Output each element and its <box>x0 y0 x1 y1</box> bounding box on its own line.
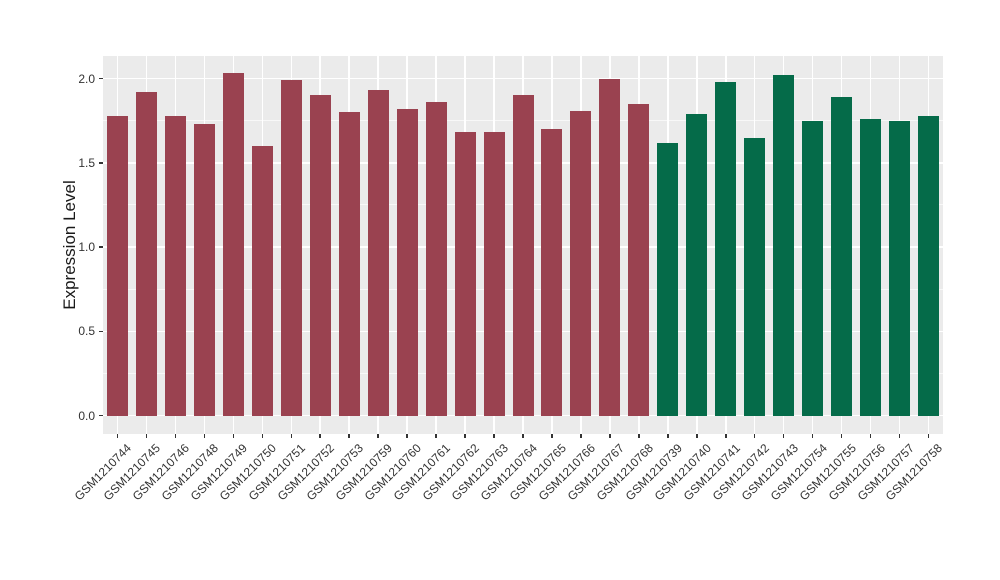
bar-GSM1210760 <box>396 108 418 416</box>
bar-GSM1210761 <box>425 102 447 416</box>
bar-GSM1210748 <box>193 124 215 416</box>
x-tick-mark <box>464 434 466 438</box>
y-tick-label: 1.0 <box>78 240 95 255</box>
bar-GSM1210766 <box>570 110 592 416</box>
x-tick-mark <box>609 434 611 438</box>
bar-GSM1210754 <box>802 120 824 416</box>
x-tick-mark <box>811 434 814 438</box>
x-tick-mark <box>145 434 148 438</box>
x-tick-mark <box>348 434 350 438</box>
y-tick-mark <box>98 246 103 248</box>
y-axis-title: Expression Level <box>60 180 79 310</box>
x-tick-mark <box>927 434 930 438</box>
x-tick-mark <box>493 434 495 438</box>
x-tick-mark <box>638 434 640 438</box>
y-tick-mark <box>98 77 103 80</box>
x-tick-mark <box>116 434 119 438</box>
y-tick-mark <box>98 162 103 164</box>
bar-GSM1210745 <box>135 91 157 416</box>
y-tick-label: 1.5 <box>78 155 95 170</box>
x-tick-mark <box>696 434 698 438</box>
bar-GSM1210749 <box>222 73 244 416</box>
y-tick-mark <box>98 414 103 417</box>
x-tick-mark <box>261 434 264 438</box>
x-tick-mark <box>319 434 321 438</box>
bar-GSM1210742 <box>744 137 766 416</box>
y-tick-mark <box>98 330 103 333</box>
x-tick-mark <box>522 434 524 438</box>
plot-panel <box>103 56 943 434</box>
bar-GSM1210759 <box>367 90 389 416</box>
x-tick-mark <box>580 434 582 438</box>
y-tick-label: 2.0 <box>78 71 95 86</box>
bar-GSM1210762 <box>454 132 476 416</box>
x-tick-mark <box>869 434 872 438</box>
x-tick-mark <box>290 434 293 438</box>
x-tick-mark <box>898 434 901 438</box>
bar-GSM1210746 <box>164 115 186 416</box>
x-tick-mark <box>725 434 727 438</box>
bar-GSM1210744 <box>106 115 128 416</box>
bar-GSM1210763 <box>483 132 505 416</box>
bar-GSM1210755 <box>831 97 853 416</box>
x-tick-mark <box>406 434 408 438</box>
bar-GSM1210752 <box>309 95 331 416</box>
bar-GSM1210768 <box>628 103 650 416</box>
x-tick-mark <box>203 434 206 438</box>
bar-GSM1210757 <box>889 120 911 416</box>
y-tick-label: 0.5 <box>78 324 95 339</box>
bar-GSM1210743 <box>773 75 795 416</box>
bar-GSM1210764 <box>512 95 534 416</box>
bar-GSM1210758 <box>918 115 940 416</box>
bar-GSM1210756 <box>860 118 882 416</box>
x-tick-mark <box>377 434 379 438</box>
bar-GSM1210750 <box>251 145 273 416</box>
bar-GSM1210739 <box>657 142 679 416</box>
bar-GSM1210765 <box>541 129 563 416</box>
x-tick-mark <box>667 434 669 438</box>
x-tick-mark <box>753 434 756 438</box>
bar-GSM1210741 <box>715 81 737 416</box>
x-tick-mark <box>435 434 437 438</box>
x-tick-mark <box>782 434 785 438</box>
bar-GSM1210740 <box>686 113 708 416</box>
bar-GSM1210753 <box>338 112 360 416</box>
x-tick-mark <box>174 434 177 438</box>
x-tick-mark <box>551 434 553 438</box>
bar-GSM1210767 <box>599 78 621 416</box>
y-tick-label: 0.0 <box>78 408 95 423</box>
bar-GSM1210751 <box>280 80 302 416</box>
x-tick-mark <box>232 434 235 438</box>
x-tick-mark <box>840 434 843 438</box>
